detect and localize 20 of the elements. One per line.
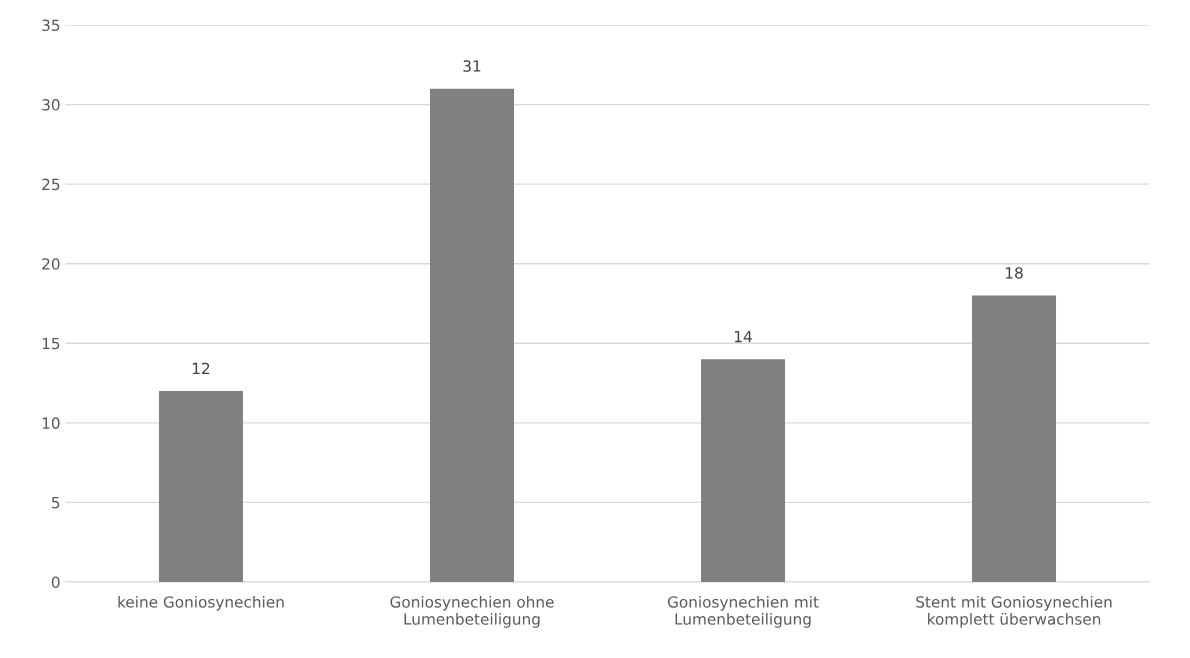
x-tick-label: Goniosynechien ohne Lumenbeteiligung xyxy=(390,595,554,628)
bar xyxy=(429,88,514,582)
bar xyxy=(158,391,243,582)
y-tick-label: 30 xyxy=(42,99,60,111)
x-tick-label: Stent mit Goniosynechien komplett überwachsen xyxy=(916,595,1112,628)
y-tick-label: 5 xyxy=(52,497,60,509)
y-tick-label: 10 xyxy=(42,417,60,429)
x-tick-label: Goniosynechien mit Lumenbeteiligung xyxy=(667,595,819,628)
x-tick-label: keine Goniosynechien xyxy=(118,595,284,611)
data-label: 31 xyxy=(463,60,481,72)
y-tick-label: 20 xyxy=(42,258,60,270)
y-tick-label: 0 xyxy=(51,576,60,589)
bar xyxy=(972,295,1057,582)
data-label: 12 xyxy=(192,362,210,374)
data-label: 14 xyxy=(734,331,752,343)
bar xyxy=(701,359,786,582)
y-tick-label: 15 xyxy=(42,337,60,350)
y-tick-label: 35 xyxy=(42,19,60,32)
y-tick-label: 25 xyxy=(42,178,60,191)
data-label: 18 xyxy=(1005,267,1023,279)
